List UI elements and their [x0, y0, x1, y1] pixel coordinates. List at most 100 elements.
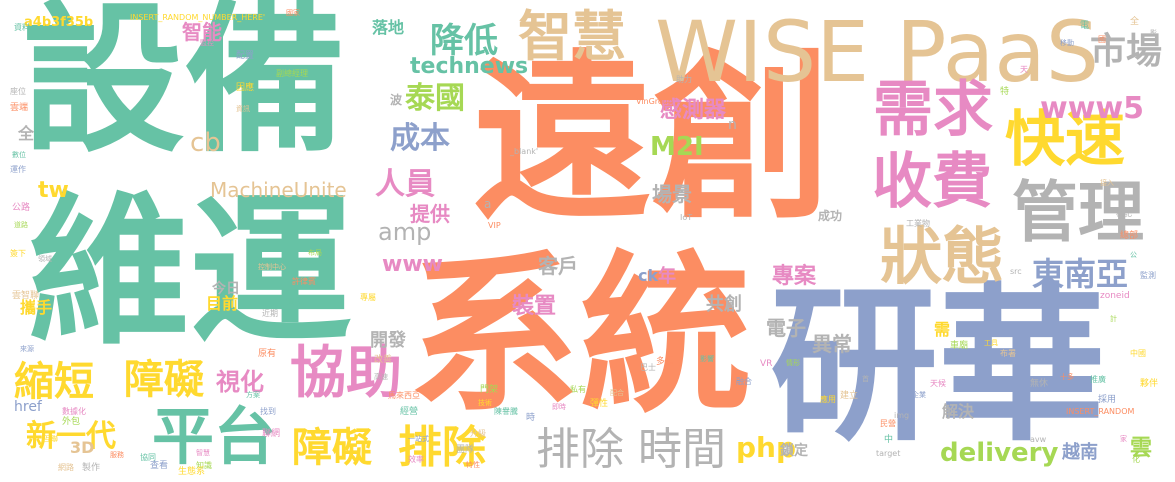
word-zhuli: 助力: [676, 75, 692, 84]
filler-word: 公: [1130, 251, 1137, 259]
filler-word: 十多: [1060, 373, 1074, 381]
word-blank: _blank': [510, 147, 539, 156]
filler-word: 知識: [196, 461, 212, 470]
filler-word: 馬來西亞: [388, 391, 420, 400]
word-zhangai2: 障礙: [292, 425, 372, 471]
filler-word: 化: [1132, 455, 1140, 464]
word-taiguo: 泰國: [405, 81, 465, 116]
filler-word: 應用: [820, 395, 836, 404]
filler-word: 簽下: [10, 249, 26, 258]
filler-word: 民營: [880, 419, 896, 428]
filler-word: 採用: [1098, 395, 1117, 405]
word-chenggong: 成功: [818, 209, 843, 223]
filler-word: 影響: [700, 355, 714, 363]
filler-word: 標記: [1116, 209, 1132, 218]
filler-word: 近期: [262, 309, 278, 318]
word-yuanchuang: 遠創: [472, 35, 833, 244]
word-dongnanya: 東南亞: [1032, 255, 1129, 293]
filler-word: 多樣: [656, 357, 675, 367]
filler-word: 互聯: [44, 435, 58, 443]
filler-word: 特性: [466, 461, 480, 469]
word-img: img: [894, 411, 910, 420]
word-www5: www5: [1040, 91, 1145, 126]
filler-word: 推廣: [1090, 375, 1106, 384]
word-machineunite: MachineUnite: [210, 178, 347, 202]
word-3d: 3D: [70, 438, 95, 457]
word-luodi: 落地: [372, 18, 405, 37]
word-pingtai: 平台: [152, 400, 277, 473]
word-yichang: 異常: [812, 332, 852, 356]
word-iot: IoT: [680, 213, 693, 222]
filler-word: 中國: [1130, 349, 1146, 358]
word-renyuan: 人員: [375, 167, 435, 202]
filler-word: 監控: [200, 39, 214, 47]
filler-word: 即時: [552, 403, 566, 411]
filler-word: 生態系: [178, 467, 206, 477]
word-delivery: delivery: [940, 438, 1059, 468]
word-yuenan: 越南: [1062, 442, 1098, 463]
filler-word: 資訊: [236, 105, 250, 113]
filler-word: 無休: [1030, 379, 1049, 389]
word-a4b3f35b: a4b3f35b: [24, 15, 94, 30]
word-insert1: INSERT_RANDOM_NUMBER_HERE': [130, 13, 266, 22]
word-mudi: 目前: [206, 294, 239, 313]
filler-word: 國: [1098, 35, 1106, 44]
filler-word: 工具: [984, 339, 998, 347]
filler-word: 配合: [610, 389, 624, 397]
filler-word: 經營: [400, 407, 419, 417]
word-shihua: 視化: [216, 368, 264, 396]
filler-word: 運作: [10, 165, 26, 174]
word-suoding: 鎖定: [780, 443, 808, 459]
filler-word: 特: [1000, 87, 1010, 97]
word-cb: cb: [190, 128, 221, 158]
word-xinyidai: 新一代: [26, 419, 116, 454]
filler-word: 影: [1150, 29, 1157, 37]
word-yanhua: 研華: [770, 268, 1106, 464]
word-zhihui: 智慧: [518, 5, 626, 68]
filler-word: 門架: [480, 385, 499, 395]
filler-word: 智慧: [196, 449, 210, 457]
filler-word: 來源: [20, 345, 34, 353]
word-jiangdi: 降低: [430, 21, 498, 61]
filler-word: 陳譽騰: [494, 407, 518, 416]
word-zhineng: 智能: [182, 20, 222, 44]
filler-word: 外包: [62, 417, 81, 427]
filler-word: 中: [884, 435, 894, 445]
word-paichu2: 排除: [536, 424, 624, 475]
filler-word: 計: [1110, 315, 1117, 323]
word-xu: 需: [934, 320, 951, 339]
word-shichang: 市場: [1090, 31, 1163, 72]
word-zhuangtai: 狀態: [880, 220, 1005, 293]
filler-word: 技術: [478, 399, 492, 407]
filler-word: 私有: [570, 385, 586, 394]
word-gongchuang: 共創: [706, 294, 742, 315]
filler-word: 聯網: [262, 429, 281, 439]
word-vip: VIP: [488, 221, 501, 230]
filler-word: 彈性: [590, 399, 609, 409]
word-zhuangzhi: 裝置: [512, 294, 557, 319]
filler-word: 雲智聯: [12, 291, 40, 301]
filler-word: 製作: [82, 463, 101, 473]
word-href: href: [14, 399, 42, 415]
filler-word: 接入: [1100, 179, 1114, 187]
word-weiyun: 維運: [28, 179, 352, 367]
filler-word: 資料: [14, 23, 30, 32]
filler-word: 建立: [840, 391, 859, 401]
word-m2i: M2I: [650, 132, 704, 162]
word-yun: 雲: [1130, 436, 1153, 461]
filler-word: 方案: [246, 391, 260, 399]
word-changjing: 場景: [652, 182, 692, 206]
word-xitong: 系統: [408, 235, 752, 436]
filler-word: 升級: [470, 429, 486, 438]
word-xieshou: 攜手: [20, 298, 53, 317]
filler-word: 企業: [912, 391, 926, 399]
word-zhangai1: 障礙: [124, 357, 204, 403]
filler-word: 副總經理: [276, 69, 308, 78]
filler-word: 一站式: [408, 435, 429, 443]
filler-word: 原有: [258, 349, 277, 359]
word-gongye: 工業物: [906, 219, 930, 228]
filler-word: 查看: [150, 461, 169, 471]
filler-word: 天: [1020, 65, 1028, 74]
filler-word: zoneid: [1100, 291, 1130, 301]
